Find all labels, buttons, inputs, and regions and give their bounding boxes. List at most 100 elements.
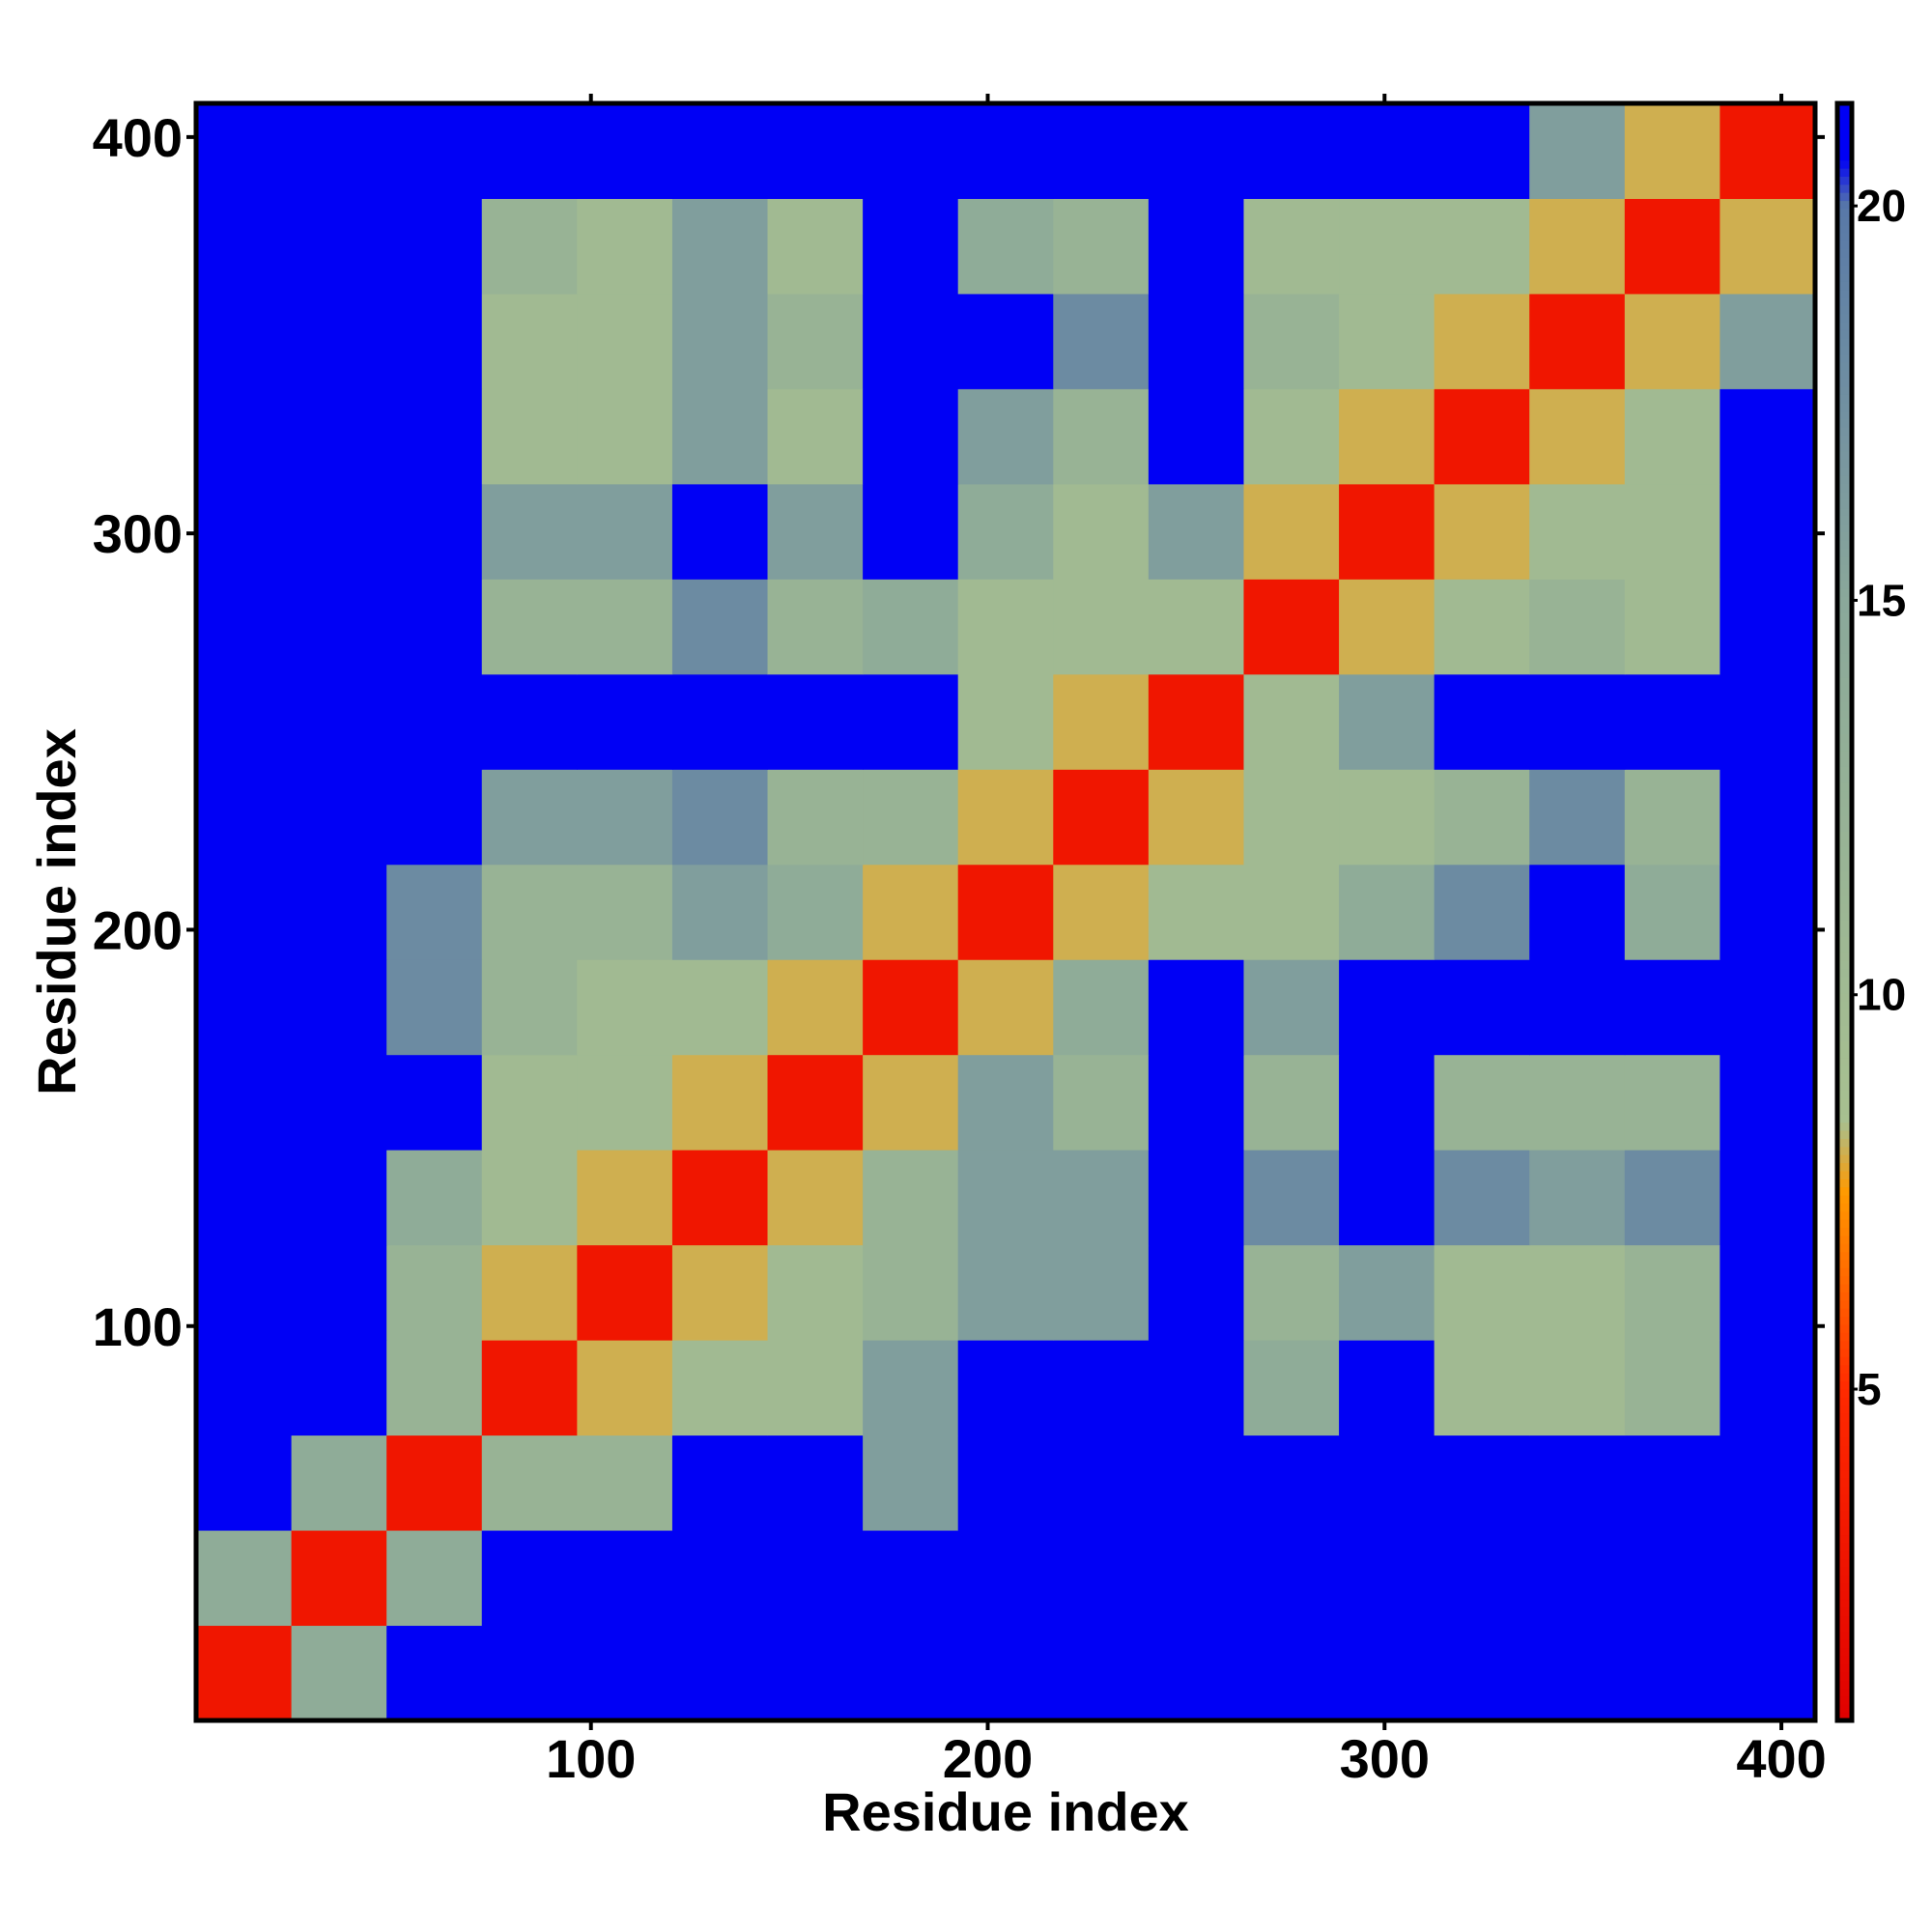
heatmap-cell <box>1243 864 1340 960</box>
colorbar-swatch <box>1837 960 1852 970</box>
heatmap-cell <box>863 1340 959 1436</box>
heatmap-cell <box>196 103 293 199</box>
colorbar-swatch <box>1837 757 1852 767</box>
heatmap-cell <box>1148 1054 1244 1151</box>
heatmap-cell <box>1053 198 1150 295</box>
colorbar-tick-label: 5 <box>1857 1364 1882 1414</box>
x-tick-label: 300 <box>1340 1728 1430 1789</box>
heatmap-cell <box>1529 1054 1626 1151</box>
heatmap-cell <box>1624 198 1720 295</box>
heatmap-cell <box>386 293 483 389</box>
colorbar-swatch <box>1837 507 1852 517</box>
heatmap-cell <box>957 673 1054 770</box>
heatmap-cell <box>1339 1530 1435 1627</box>
heatmap-cell <box>671 388 769 485</box>
colorbar-swatch <box>1837 1219 1852 1229</box>
heatmap-cell <box>1339 388 1435 485</box>
colorbar-swatch <box>1837 329 1852 339</box>
colorbar-swatch <box>1837 1081 1852 1091</box>
colorbar-swatch <box>1837 1105 1852 1115</box>
colorbar-swatch <box>1837 1526 1852 1536</box>
heatmap-cell <box>957 1435 1054 1531</box>
heatmap-cell <box>671 864 769 960</box>
heatmap-cell <box>291 769 387 866</box>
colorbar-swatch <box>1837 766 1852 776</box>
heatmap-cell <box>1624 103 1720 199</box>
colorbar-swatch <box>1837 524 1852 533</box>
heatmap-cell <box>577 959 673 1056</box>
heatmap-cell <box>1243 1054 1340 1151</box>
heatmap-cell <box>1339 769 1435 866</box>
colorbar-swatch <box>1837 733 1852 743</box>
heatmap-cell <box>1434 1244 1530 1341</box>
heatmap-cell <box>1434 579 1530 675</box>
heatmap-cell <box>1148 864 1244 960</box>
heatmap-cell <box>1529 959 1626 1056</box>
colorbar-swatch <box>1837 1001 1852 1010</box>
colorbar-swatch <box>1837 1114 1852 1123</box>
heatmap-cell <box>196 769 293 866</box>
colorbar-swatch <box>1837 499 1852 509</box>
heatmap-cell <box>1624 579 1720 675</box>
heatmap-cell <box>196 1530 293 1627</box>
heatmap-cell <box>577 1340 673 1436</box>
heatmap-cell <box>577 483 673 580</box>
colorbar-swatch <box>1837 838 1852 848</box>
colorbar-swatch <box>1837 515 1852 525</box>
heatmap-cell <box>196 673 293 770</box>
colorbar-swatch <box>1837 903 1852 913</box>
heatmap-cell <box>1148 103 1244 199</box>
colorbar-swatch <box>1837 1259 1852 1268</box>
heatmap-cell <box>1339 959 1435 1056</box>
colorbar-swatch <box>1837 1025 1852 1035</box>
heatmap-cell <box>1148 388 1244 485</box>
heatmap-cell <box>957 579 1054 675</box>
colorbar-swatch <box>1837 346 1852 355</box>
colorbar-swatch <box>1837 1332 1852 1342</box>
heatmap-cell <box>481 959 578 1056</box>
colorbar-swatch <box>1837 1203 1852 1212</box>
colorbar-swatch <box>1837 216 1852 226</box>
colorbar-swatch <box>1837 1348 1852 1357</box>
heatmap-cell <box>1053 1340 1150 1436</box>
heatmap-cell <box>1339 1054 1435 1151</box>
heatmap-cell <box>863 1530 959 1627</box>
heatmap-cell <box>767 1530 864 1627</box>
heatmap-cell <box>1529 1340 1626 1436</box>
heatmap-cell <box>291 103 387 199</box>
colorbar-swatch <box>1837 807 1852 816</box>
colorbar-swatch <box>1837 426 1852 436</box>
colorbar-swatch <box>1837 152 1852 161</box>
colorbar-swatch <box>1837 232 1852 242</box>
x-axis-title: Residue index <box>822 1781 1189 1842</box>
colorbar-swatch <box>1837 1695 1852 1705</box>
heatmap-cell <box>957 1340 1054 1436</box>
colorbar-swatch <box>1837 442 1852 452</box>
heatmap-cell <box>1148 579 1244 675</box>
colorbar-swatch <box>1837 483 1852 493</box>
colorbar-swatch <box>1837 305 1852 315</box>
heatmap-cell <box>1434 103 1530 199</box>
heatmap-cell <box>1148 1150 1244 1246</box>
heatmap-cell <box>481 293 578 389</box>
colorbar-swatch <box>1837 1356 1852 1366</box>
plot-frame <box>193 100 1818 1723</box>
colorbar-swatch <box>1837 1477 1852 1487</box>
heatmap-cell <box>767 864 864 960</box>
colorbar-swatch <box>1837 718 1852 727</box>
heatmap-cell <box>577 579 673 675</box>
colorbar-swatch <box>1837 1671 1852 1681</box>
heatmap-cell <box>577 864 673 960</box>
heatmap-cell <box>957 1530 1054 1627</box>
colorbar-swatch <box>1837 1615 1852 1625</box>
colorbar-swatch <box>1837 418 1852 428</box>
heatmap-cell <box>1243 673 1340 770</box>
colorbar-swatch <box>1837 871 1852 881</box>
heatmap-cell <box>1053 388 1150 485</box>
colorbar-swatch <box>1837 1445 1852 1455</box>
heatmap-cell <box>1053 293 1150 389</box>
colorbar-swatch <box>1837 596 1852 606</box>
heatmap-cell <box>577 293 673 389</box>
colorbar-swatch <box>1837 1033 1852 1042</box>
